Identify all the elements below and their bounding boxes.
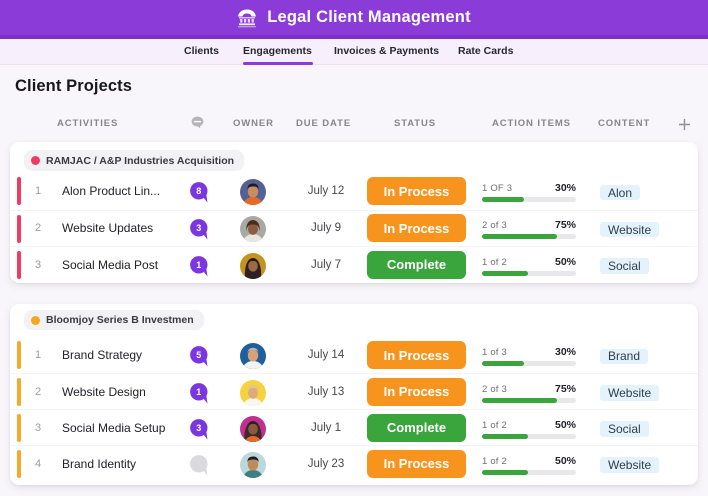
svg-text:3: 3 [196,423,201,433]
svg-text:1: 1 [196,260,201,270]
svg-text:1: 1 [196,387,201,397]
svg-text:8: 8 [196,186,201,196]
svg-text:5: 5 [196,350,201,360]
svg-text:3: 3 [196,223,201,233]
